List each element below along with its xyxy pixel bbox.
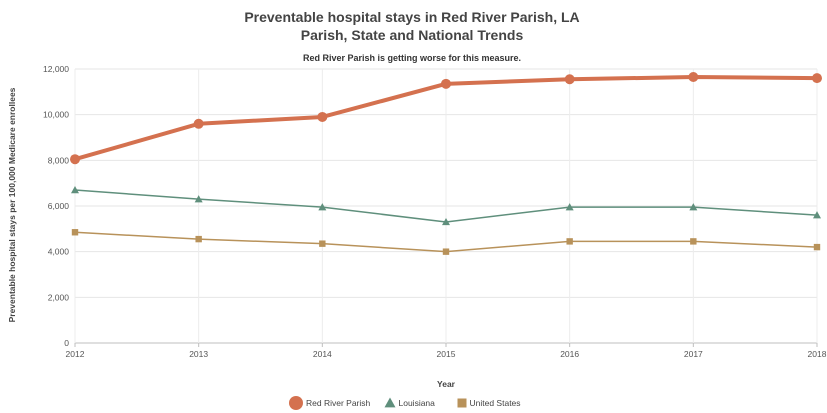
data-point-united-states bbox=[319, 240, 326, 247]
x-tick-label: 2017 bbox=[684, 349, 703, 359]
x-tick-label: 2016 bbox=[560, 349, 579, 359]
y-tick-label: 0 bbox=[64, 338, 69, 348]
data-point-louisiana bbox=[565, 203, 574, 211]
data-point-louisiana bbox=[442, 217, 450, 226]
data-point-louisiana bbox=[689, 203, 698, 211]
x-tick-label: 2012 bbox=[66, 349, 85, 359]
x-tick-label: 2014 bbox=[313, 349, 332, 359]
y-tick-label: 4,000 bbox=[48, 247, 70, 257]
legend-label: United States bbox=[470, 398, 521, 408]
y-tick-label: 12,000 bbox=[43, 64, 69, 74]
data-point-united-states bbox=[442, 248, 450, 255]
y-tick-label: 2,000 bbox=[48, 292, 70, 302]
legend-marker bbox=[457, 398, 467, 408]
data-point-united-states bbox=[195, 235, 202, 243]
data-point-louisiana bbox=[813, 211, 821, 219]
x-axis-ticks: 2012 2013 2014 2015 2016 2017 2018 bbox=[66, 349, 827, 359]
data-point-united-states bbox=[566, 238, 573, 245]
y-axis-label: Preventable hospital stays per 100,000 M… bbox=[7, 87, 17, 322]
data-point-red-river-parish bbox=[193, 118, 204, 129]
x-tick-label: 2018 bbox=[808, 349, 827, 359]
y-tick-label: 6,000 bbox=[48, 201, 70, 211]
data-point-united-states bbox=[71, 229, 79, 236]
legend-label: Red River Parish bbox=[306, 398, 371, 408]
data-point-louisiana bbox=[71, 186, 79, 194]
chart-title-line2: Parish, State and National Trends bbox=[301, 27, 524, 43]
data-point-united-states bbox=[690, 238, 697, 245]
legend-label: Louisiana bbox=[399, 398, 436, 408]
chart-subtitle: Red River Parish is getting worse for th… bbox=[303, 53, 521, 63]
y-tick-label: 10,000 bbox=[43, 110, 69, 120]
data-point-united-states bbox=[813, 243, 821, 251]
plot-area bbox=[70, 71, 822, 255]
data-point-louisiana bbox=[194, 195, 203, 203]
data-point-red-river-parish bbox=[70, 154, 80, 165]
data-point-red-river-parish bbox=[564, 74, 575, 85]
legend-marker bbox=[289, 396, 303, 410]
legend: Red River Parish Louisiana United States bbox=[289, 396, 521, 410]
y-axis-ticks: 0 2,000 4,000 6,000 8,000 10,000 12,000 bbox=[43, 64, 69, 348]
x-axis-label: Year bbox=[437, 379, 456, 389]
data-point-red-river-parish bbox=[441, 78, 451, 89]
legend-marker bbox=[384, 397, 396, 408]
x-tick-label: 2015 bbox=[437, 349, 456, 359]
data-point-red-river-parish bbox=[688, 71, 699, 82]
chart-title-line1: Preventable hospital stays in Red River … bbox=[244, 9, 579, 25]
x-tick-label: 2013 bbox=[189, 349, 208, 359]
data-point-red-river-parish bbox=[317, 111, 328, 122]
data-point-louisiana bbox=[318, 203, 327, 211]
y-tick-label: 8,000 bbox=[48, 155, 70, 165]
data-point-red-river-parish bbox=[812, 73, 822, 84]
